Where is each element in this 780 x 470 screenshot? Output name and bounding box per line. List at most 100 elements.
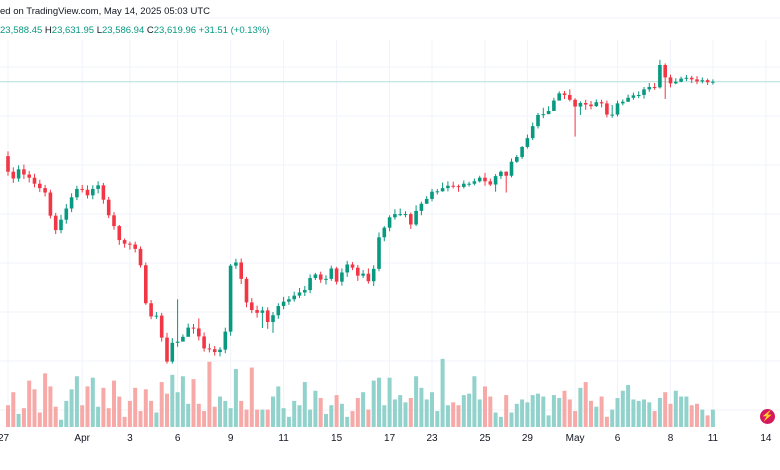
candle-body — [642, 89, 646, 95]
candle-body — [122, 240, 127, 244]
volume-bar — [106, 408, 111, 427]
volume-bar — [636, 400, 641, 427]
candle-body — [621, 101, 625, 104]
candle-body — [154, 315, 159, 317]
candle-body — [636, 94, 641, 96]
candle-body — [239, 262, 243, 279]
candle-body — [133, 244, 137, 249]
candle-body — [356, 267, 360, 276]
candle-body — [255, 310, 259, 313]
volume-bar — [366, 409, 371, 427]
candle-body — [658, 64, 662, 88]
candle-body — [32, 177, 37, 184]
volume-bar — [96, 406, 101, 427]
candle-body — [175, 341, 180, 343]
volume-bar — [414, 376, 419, 427]
candle-body — [191, 327, 196, 329]
x-tick-label: 9 — [228, 433, 234, 444]
change-value: +31.51 (+0.13%) — [198, 25, 270, 36]
volume-bar — [520, 399, 525, 427]
volume-bar — [138, 411, 143, 427]
volume-bar — [53, 406, 58, 427]
x-tick-label: 25 — [479, 433, 491, 444]
lightning-icon[interactable]: ⚡ — [760, 409, 775, 424]
candle-body — [424, 198, 429, 204]
candle-body — [313, 274, 318, 279]
x-axis: 27 Apr 3 6 9 11 15 17 23 25 29 May 6 8 11 14 — [0, 433, 772, 444]
candles — [6, 59, 715, 364]
volume-bar — [27, 380, 32, 427]
candle-body — [568, 94, 572, 100]
volume-bar — [260, 409, 265, 427]
volume-bar — [573, 411, 578, 427]
volume-bar — [313, 390, 318, 427]
volume-bar — [562, 390, 567, 427]
candle-body — [260, 310, 265, 313]
candle-body — [488, 181, 493, 185]
candle-body — [377, 237, 381, 269]
candle-body — [218, 349, 222, 353]
candle-body — [228, 265, 233, 332]
candle-body — [186, 327, 190, 337]
volume-bar — [403, 402, 408, 427]
volume-bar — [334, 395, 339, 427]
volume-bar — [218, 396, 222, 427]
candle-body — [382, 227, 387, 238]
candle-body — [345, 264, 349, 273]
candle-body — [626, 97, 630, 102]
volume-bar — [451, 402, 456, 427]
candle-body — [265, 310, 270, 323]
volume-bar — [149, 400, 154, 427]
volume-bar — [191, 379, 196, 427]
x-tick-label: 6 — [615, 433, 621, 444]
x-tick-label: Apr — [74, 433, 90, 444]
volume-bar — [324, 413, 328, 427]
volume-bar — [175, 392, 180, 427]
candle-body — [212, 349, 217, 353]
candle-body — [244, 278, 249, 303]
x-tick-label: 11 — [708, 433, 719, 444]
volume-bar — [509, 412, 514, 427]
candle-body — [340, 272, 344, 282]
volume-bar — [620, 390, 625, 427]
volume-bar — [196, 403, 201, 427]
candle-body — [329, 268, 334, 279]
candle-body — [589, 104, 593, 107]
volume-bar — [377, 377, 381, 427]
candle-body — [287, 299, 291, 302]
candle-body — [430, 191, 434, 199]
candle-body — [684, 77, 689, 79]
candle-body — [207, 348, 212, 350]
volume-bar — [329, 405, 334, 427]
volume-bar — [6, 405, 10, 427]
candle-body — [451, 185, 455, 187]
candle-body — [197, 328, 201, 337]
candle-body — [117, 226, 122, 241]
volume-bar — [514, 403, 519, 427]
candle-body — [552, 100, 556, 111]
volume-bar — [541, 396, 546, 427]
candle-body — [674, 81, 678, 84]
volume-bar — [302, 382, 307, 427]
candle-body — [440, 188, 445, 192]
volume-bar — [551, 395, 556, 427]
candle-body — [281, 301, 286, 307]
candle-body — [578, 102, 583, 107]
volume-bar — [477, 399, 482, 427]
close-key: C — [146, 25, 154, 36]
volume-bar — [11, 392, 16, 427]
volume-bar — [207, 361, 212, 427]
volume-bar — [59, 419, 63, 427]
candle-body — [393, 214, 397, 218]
chart-header: ed on TradingView.com, May 14, 2025 05:0… — [0, 0, 780, 40]
volume-bar — [604, 416, 609, 427]
volume-bar — [165, 393, 169, 427]
volume-bar — [472, 376, 477, 427]
candle-body — [128, 243, 132, 245]
candle-body — [11, 171, 16, 179]
candle-body — [250, 302, 254, 311]
volume-bar — [615, 398, 620, 427]
low-value: 23,586.94 — [101, 25, 145, 36]
candle-body — [477, 177, 482, 182]
